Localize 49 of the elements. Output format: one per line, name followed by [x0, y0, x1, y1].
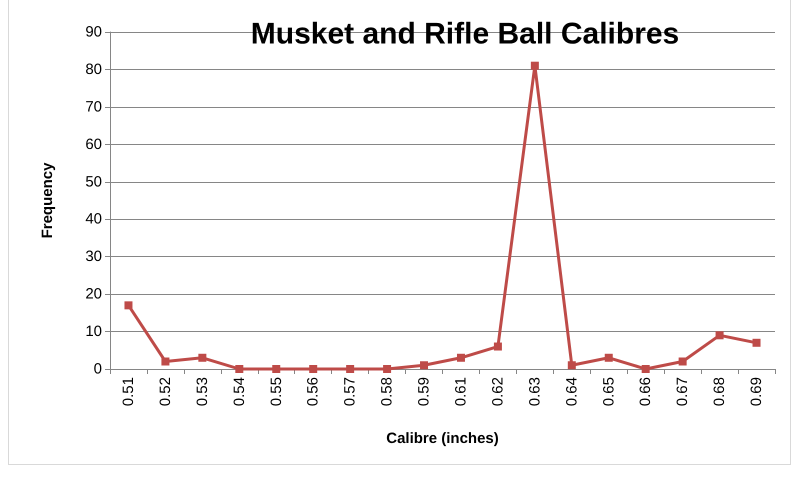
x-tick-label: 0.54 — [230, 377, 248, 406]
x-tick-label: 0.68 — [711, 377, 728, 406]
point — [383, 365, 392, 373]
x-tick-label: 0.56 — [304, 377, 322, 406]
point — [494, 342, 502, 351]
point — [568, 361, 576, 370]
x-axis-title: Calibre (inches) — [386, 430, 499, 447]
point — [272, 365, 280, 373]
point — [456, 354, 465, 362]
y-tick-label: 50 — [85, 173, 102, 190]
point — [124, 301, 132, 310]
y-tick-label: 60 — [85, 136, 102, 153]
x-tick-label: 0.55 — [268, 377, 285, 406]
x-tick-label: 0.65 — [600, 377, 618, 406]
y-axis-title: Frequency — [39, 162, 56, 238]
x-tick-label: 0.69 — [748, 377, 766, 406]
y-tick-label: 80 — [85, 60, 102, 78]
point — [530, 62, 539, 70]
x-tick-label: 0.64 — [563, 377, 580, 406]
point — [235, 365, 244, 373]
x-tick-label: 0.53 — [194, 377, 211, 406]
x-tick-label: 0.59 — [416, 377, 433, 406]
x-tick-label: 0.58 — [378, 377, 396, 406]
y-tick-label: 70 — [85, 98, 102, 116]
x-tick-label: 0.51 — [120, 377, 137, 406]
x-tick-label: 0.57 — [342, 377, 359, 406]
point — [752, 338, 761, 347]
x-tick-label: 0.62 — [489, 377, 506, 406]
point — [604, 354, 613, 362]
y-tick-label: 30 — [85, 248, 102, 266]
point — [346, 365, 354, 373]
point — [678, 358, 687, 366]
chart-title: Musket and Rifle Ball Calibres — [250, 18, 680, 50]
point — [642, 365, 650, 373]
point — [309, 365, 318, 373]
point — [198, 354, 206, 362]
x-tick-label: 0.66 — [637, 377, 654, 406]
y-tick-label: 10 — [85, 323, 102, 340]
y-tick-label: 0 — [94, 360, 102, 378]
point — [420, 361, 428, 370]
y-tick-label: 20 — [85, 286, 102, 303]
point — [716, 331, 724, 340]
x-tick-label: 0.63 — [526, 377, 544, 406]
y-tick-label: 90 — [85, 24, 102, 40]
point — [161, 358, 170, 366]
x-tick-label: 0.67 — [674, 377, 692, 406]
x-tick-label: 0.52 — [156, 377, 174, 406]
x-tick-label: 0.61 — [452, 377, 470, 406]
y-tick-label: 40 — [85, 210, 102, 228]
